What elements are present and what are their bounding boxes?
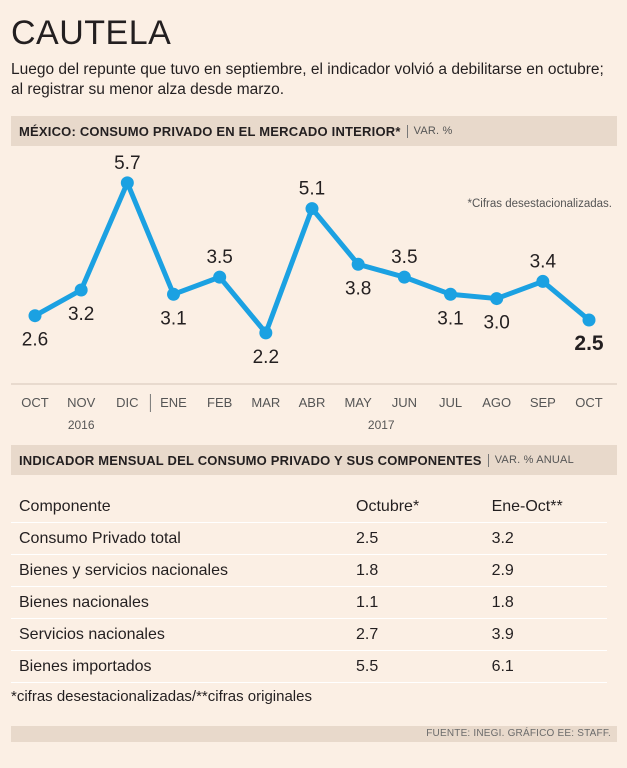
column-header-component: Componente <box>11 491 357 523</box>
data-point <box>74 283 88 297</box>
data-label: 3.1 <box>160 308 186 329</box>
data-point <box>444 287 457 301</box>
x-tick-label: SEP <box>530 395 556 410</box>
row-october-value: 2.5 <box>356 522 492 555</box>
row-jan-oct-value: 1.8 <box>491 586 607 619</box>
table-row: Bienes importados 5.5 6.1 <box>11 650 607 683</box>
x-tick-label: MAR <box>251 395 280 410</box>
data-point <box>28 309 42 323</box>
components-table: Componente Octubre* Ene-Oct** Consumo Pr… <box>11 491 607 683</box>
row-october-value: 1.1 <box>356 586 492 619</box>
x-tick-label: JUL <box>439 395 462 410</box>
year-label: 2017 <box>368 418 395 432</box>
data-point <box>213 270 227 284</box>
table-row: Bienes nacionales 1.1 1.8 <box>11 586 607 619</box>
axis-layer: OCT NOV DIC ENE FEB MAR ABR MAY JUN JUL AGO SEP OCT 2… <box>21 394 603 432</box>
chart-section-header: MÉXICO: CONSUMO PRIVADO EN EL MERCADO IN… <box>11 116 617 146</box>
x-tick-label: DIC <box>116 395 138 410</box>
x-tick-label: ABR <box>299 395 326 410</box>
chart-section-title: MÉXICO: CONSUMO PRIVADO EN EL MERCADO IN… <box>19 123 401 139</box>
row-jan-oct-value: 3.9 <box>491 618 607 651</box>
x-tick-label: OCT <box>21 395 49 410</box>
x-tick-label: AGO <box>482 395 511 410</box>
table-section-header: INDICADOR MENSUAL DEL CONSUMO PRIVADO Y … <box>11 445 617 475</box>
chart-annotation: *Cifras desestacionalizadas. <box>468 198 612 210</box>
table-row: Consumo Privado total 2.5 3.2 <box>11 522 607 555</box>
page-subtitle: Luego del repunte que tuvo en septiembre… <box>11 61 604 98</box>
label-layer: 2.6 3.2 5.7 3.1 3.5 2.2 5.1 3.8 3.5 3.1 3.0 3.4 2.5 <box>22 153 604 368</box>
data-point <box>167 287 180 301</box>
x-tick-label: MAY <box>345 395 373 410</box>
data-label: 5.7 <box>114 153 140 174</box>
row-label: Bienes importados <box>11 650 357 683</box>
row-jan-oct-value: 6.1 <box>491 650 607 683</box>
year-label: 2016 <box>68 418 95 432</box>
table-section-title: INDICADOR MENSUAL DEL CONSUMO PRIVADO Y … <box>19 452 482 468</box>
table-row: Bienes y servicios nacionales 1.8 2.9 <box>11 554 607 587</box>
table-section-unit: VAR. % ANUAL <box>487 453 574 467</box>
data-point <box>351 257 365 271</box>
x-tick-label: JUN <box>392 395 417 410</box>
data-label: 3.5 <box>391 247 417 268</box>
data-label: 5.1 <box>299 179 325 200</box>
table-row: Servicios nacionales 2.7 3.9 <box>11 618 607 651</box>
data-label: 3.8 <box>345 278 371 299</box>
data-label: 3.0 <box>483 313 509 334</box>
data-point <box>582 313 596 327</box>
column-header-october: Octubre* <box>356 491 492 523</box>
line-chart: *Cifras desestacionalizadas. 2.6 3.2 5.7 3.… <box>11 153 617 432</box>
table-footnote: *cifras desestacionalizadas/**cifras ori… <box>11 688 312 705</box>
data-label: 3.1 <box>437 308 463 329</box>
data-point <box>120 176 134 190</box>
row-label: Bienes nacionales <box>11 586 357 619</box>
row-october-value: 2.7 <box>356 618 492 651</box>
data-label: 3.2 <box>68 304 94 325</box>
x-tick-label: NOV <box>67 395 96 410</box>
x-tick-label: OCT <box>575 395 603 410</box>
row-jan-oct-value: 2.9 <box>491 554 607 587</box>
table-header-row: Componente Octubre* Ene-Oct** <box>11 491 607 523</box>
data-label: 2.2 <box>253 347 279 368</box>
data-point <box>259 326 273 340</box>
row-label: Consumo Privado total <box>11 522 357 555</box>
data-label: 3.4 <box>530 251 557 272</box>
chart-section-unit: VAR. % <box>406 124 453 138</box>
source-credit: FUENTE: INEGI. GRÁFICO EE: STAFF. <box>11 726 617 742</box>
row-label: Servicios nacionales <box>11 618 357 651</box>
data-point <box>305 202 319 216</box>
x-tick-label: FEB <box>207 395 232 410</box>
row-october-value: 1.8 <box>356 554 492 587</box>
row-jan-oct-value: 3.2 <box>491 522 607 555</box>
data-point <box>490 292 504 306</box>
column-header-jan-oct: Ene-Oct** <box>491 491 607 523</box>
row-october-value: 5.5 <box>356 650 492 683</box>
page-title: CAUTELA <box>11 14 172 52</box>
x-tick-label: ENE <box>160 395 187 410</box>
data-point <box>397 270 411 284</box>
data-point <box>536 274 550 288</box>
series-layer <box>28 176 596 340</box>
row-label: Bienes y servicios nacionales <box>11 554 357 587</box>
data-label: 3.5 <box>206 247 232 268</box>
data-label: 2.6 <box>22 330 48 351</box>
data-label: 2.5 <box>574 332 604 355</box>
